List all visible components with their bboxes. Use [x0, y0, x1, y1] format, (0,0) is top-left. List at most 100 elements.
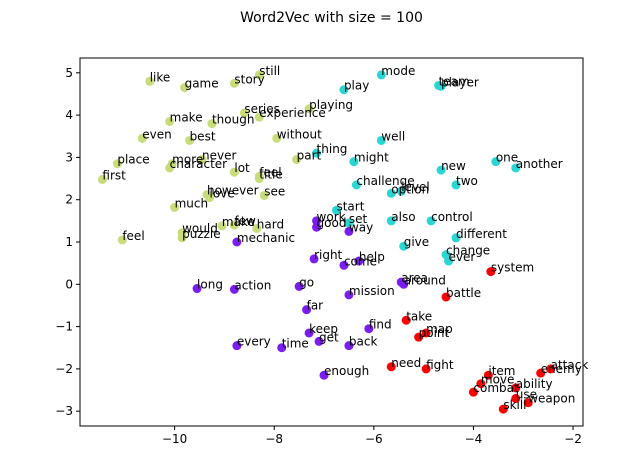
word-label: more	[172, 153, 203, 167]
scatter-point	[354, 256, 364, 266]
scatter-point	[399, 241, 409, 251]
word-label: also	[391, 210, 415, 224]
word-label: another	[516, 157, 563, 171]
word-label: challenge	[356, 174, 414, 188]
scatter-point	[312, 216, 322, 226]
scatter-point	[451, 233, 461, 243]
word-label: new	[441, 159, 466, 173]
y-tick-label: −2	[55, 362, 73, 376]
scatter-point	[304, 104, 314, 114]
scatter-point	[444, 256, 454, 266]
y-tick-label: 3	[65, 150, 73, 164]
word-label: far	[307, 299, 324, 313]
scatter-point	[344, 218, 354, 228]
scatter-point	[217, 221, 227, 231]
x-tick-label: −4	[465, 432, 483, 446]
word-label: point	[419, 326, 450, 340]
word-label: playing	[309, 98, 353, 112]
scatter-point	[185, 135, 195, 145]
scatter-point	[511, 394, 521, 404]
scatter-point	[180, 83, 190, 93]
scatter-point	[399, 279, 409, 289]
word-label: feel	[259, 165, 281, 179]
word-label: give	[404, 235, 429, 249]
scatter-point	[331, 205, 341, 215]
word-label: keep	[309, 322, 338, 336]
scatter-point	[401, 315, 411, 325]
scatter-point	[536, 368, 546, 378]
word-label: right	[314, 248, 342, 262]
word-label: battle	[446, 286, 481, 300]
scatter-point	[294, 281, 304, 291]
y-tick-label: 5	[65, 66, 73, 80]
scatter-point	[259, 190, 269, 200]
word-label: mission	[349, 284, 395, 298]
word-label: find	[369, 318, 392, 332]
word-label: ever	[449, 250, 476, 264]
scatter-point	[511, 383, 521, 393]
scatter-point	[229, 167, 239, 177]
word-label: puzzle	[182, 227, 221, 241]
scatter-point	[117, 235, 127, 245]
scatter-point	[97, 174, 107, 184]
scatter-point	[511, 163, 521, 173]
y-tick-label: 1	[65, 235, 73, 249]
word-label: make	[222, 215, 255, 229]
word-label: around	[404, 273, 446, 287]
scatter-point	[344, 341, 354, 351]
word-label: fight	[426, 358, 454, 372]
scatter-point	[302, 305, 312, 315]
word-label: like	[150, 70, 171, 84]
scatter-point	[436, 165, 446, 175]
word-label: map	[426, 322, 453, 336]
scatter-point	[229, 284, 239, 294]
scatter-point	[414, 332, 424, 342]
scatter-point	[523, 398, 533, 408]
scatter-point	[252, 223, 262, 233]
word-label: much	[175, 196, 209, 210]
scatter-point	[436, 81, 446, 91]
word-label: good	[317, 216, 347, 230]
points-layer	[97, 70, 556, 414]
y-tick-label: 0	[65, 277, 73, 291]
scatter-point	[349, 157, 359, 167]
word-label: option	[391, 182, 429, 196]
scatter-point	[344, 226, 354, 236]
scatter-point	[204, 193, 214, 203]
word-label: still	[259, 64, 280, 78]
word-label: set	[349, 212, 368, 226]
scatter-point	[312, 148, 322, 158]
word-label: every	[237, 335, 271, 349]
word-label: level	[401, 180, 430, 194]
word-label: few	[234, 214, 256, 228]
y-tick-label: 4	[65, 108, 73, 122]
word-label: game	[185, 77, 219, 91]
word-label: enemy	[541, 362, 582, 376]
scatter-point	[468, 387, 478, 397]
word-label: might	[354, 151, 389, 165]
word-label: one	[496, 151, 518, 165]
scatter-point	[376, 70, 386, 80]
scatter-point	[239, 108, 249, 118]
word-label: need	[391, 356, 421, 370]
scatter-point	[192, 284, 202, 294]
word-label: control	[431, 210, 473, 224]
scatter-point	[277, 343, 287, 353]
x-tick-label: −10	[162, 432, 187, 446]
scatter-point	[351, 180, 361, 190]
scatter-point	[309, 254, 319, 264]
word-label: make	[170, 110, 203, 124]
scatter-point	[426, 216, 436, 226]
scatter-point	[304, 328, 314, 338]
scatter-point	[491, 157, 501, 167]
scatter-point	[232, 237, 242, 247]
word-label: help	[359, 250, 385, 264]
scatter-point	[165, 116, 175, 126]
chart-title: Word2Vec with size = 100	[240, 10, 423, 26]
scatter-point	[170, 202, 180, 212]
word-label: team	[439, 74, 470, 88]
scatter-point	[254, 112, 264, 122]
x-axis: −10 −8 −6 −4 −2	[162, 426, 582, 446]
word-label: ability	[516, 377, 553, 391]
